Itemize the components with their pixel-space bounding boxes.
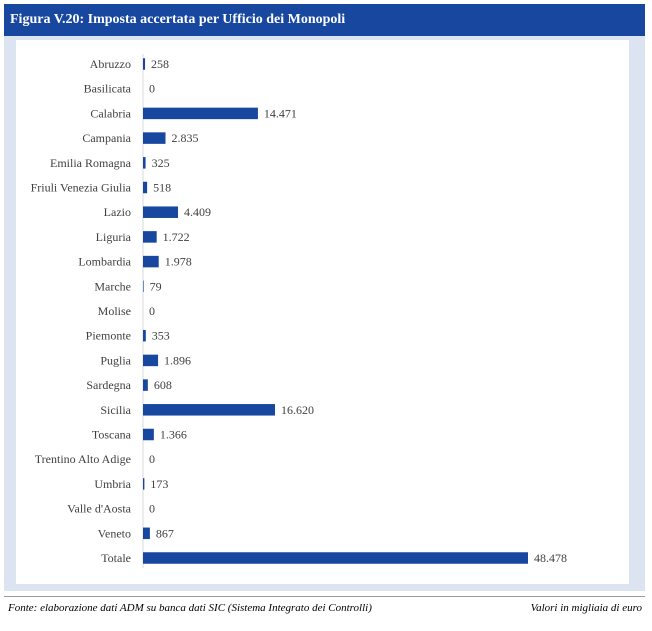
value-label: 258 — [151, 57, 169, 71]
category-label: Sardegna — [86, 378, 131, 392]
value-label: 16.620 — [281, 403, 314, 417]
value-label: 14.471 — [264, 106, 297, 120]
value-label: 1.722 — [163, 230, 190, 244]
value-label: 608 — [154, 378, 172, 392]
plot-area — [16, 40, 629, 584]
bar — [143, 280, 144, 293]
category-label: Valle d'Aosta — [67, 502, 131, 516]
bar — [143, 157, 146, 169]
category-label: Campania — [82, 131, 131, 145]
figure-header: Figura V.20: Imposta accertata per Uffic… — [4, 4, 645, 36]
value-label: 0 — [149, 304, 155, 318]
value-label: 353 — [152, 329, 170, 343]
bar — [143, 527, 150, 540]
bar — [143, 428, 154, 441]
bar — [143, 107, 258, 120]
footer-divider — [4, 596, 645, 597]
category-label: Piemonte — [86, 329, 131, 343]
figure-title: Figura V.20: Imposta accertata per Uffic… — [10, 12, 346, 27]
category-label: Abruzzo — [90, 57, 131, 71]
value-label: 79 — [150, 279, 162, 293]
bar — [143, 255, 159, 268]
category-label: Liguria — [96, 230, 132, 244]
bar — [143, 379, 148, 391]
category-label: Lombardia — [78, 255, 131, 269]
category-label: Veneto — [98, 526, 131, 540]
bar — [143, 404, 275, 416]
category-label: Totale — [101, 551, 131, 565]
value-label: 4.409 — [184, 205, 211, 219]
source-note: Fonte: elaborazione dati ADM su banca da… — [8, 602, 372, 614]
bar — [143, 354, 159, 367]
category-label: Calabria — [90, 106, 131, 120]
category-label: Friuli Venezia Giulia — [31, 181, 132, 195]
value-label: 48.478 — [534, 551, 567, 565]
bar — [143, 132, 166, 144]
category-label: Umbria — [94, 477, 131, 491]
value-label: 1.366 — [160, 428, 187, 442]
value-label: 867 — [156, 526, 174, 540]
category-label: Marche — [94, 279, 131, 293]
bar — [143, 231, 157, 243]
category-label: Molise — [98, 304, 131, 318]
category-label: Toscana — [92, 428, 132, 442]
value-label: 325 — [152, 156, 170, 170]
value-label: 173 — [150, 477, 168, 491]
value-label: 0 — [149, 502, 155, 516]
bar — [143, 552, 528, 564]
bar — [143, 329, 146, 342]
value-label: 0 — [149, 452, 155, 466]
value-label: 2.835 — [172, 131, 199, 145]
bar — [143, 206, 179, 218]
category-label: Basilicata — [84, 82, 132, 96]
value-label: 1.978 — [165, 255, 192, 269]
value-label: 1.896 — [164, 353, 191, 367]
category-label: Lazio — [104, 205, 131, 219]
category-label: Sicilia — [100, 403, 131, 417]
category-label: Puglia — [100, 353, 131, 367]
value-label: 518 — [153, 181, 171, 195]
bar — [143, 478, 145, 490]
value-label: 0 — [149, 82, 155, 96]
category-label: Trentino Alto Adige — [35, 452, 131, 466]
category-label: Emilia Romagna — [50, 156, 132, 170]
bar — [143, 58, 146, 70]
units-note: Valori in migliaia di euro — [530, 602, 642, 614]
bar — [143, 181, 148, 194]
